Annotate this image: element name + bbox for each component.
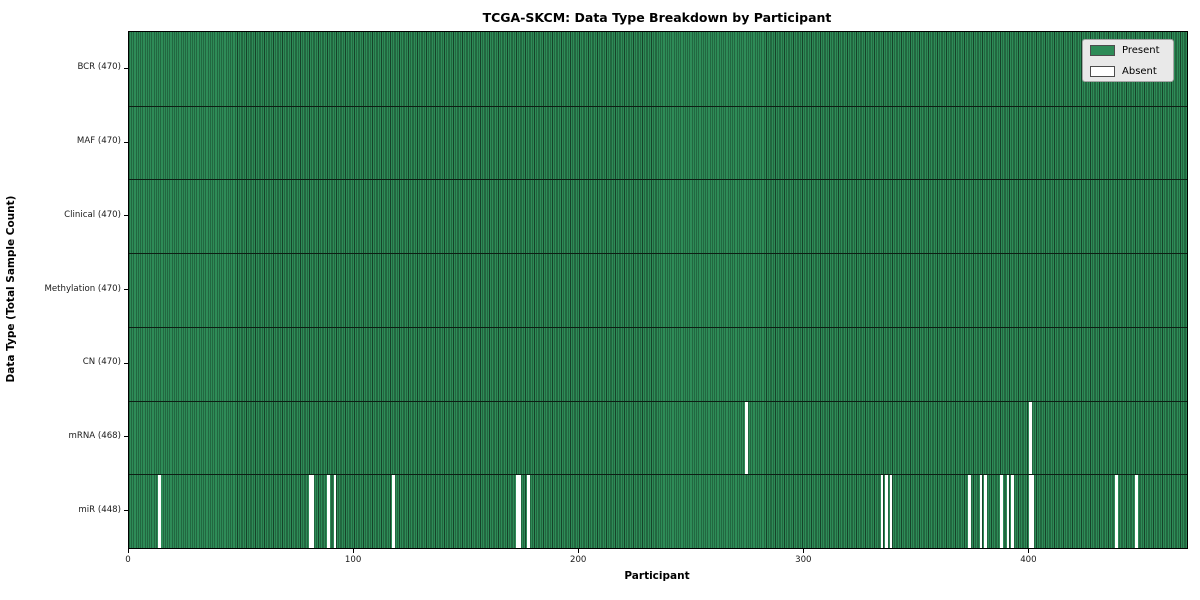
- absent-gap: [527, 475, 530, 548]
- y-tick-mark: [124, 67, 128, 69]
- x-tick-mark: [128, 549, 129, 553]
- present-swatch-icon: [1090, 45, 1115, 56]
- heatmap-row-maf: [129, 105, 1187, 180]
- absent-gap: [885, 475, 888, 548]
- absent-gap: [889, 475, 893, 548]
- absent-gap: [745, 401, 749, 475]
- x-tick-mark: [803, 549, 805, 553]
- absent-swatch-icon: [1090, 66, 1115, 77]
- y-tick-mark: [124, 436, 128, 438]
- absent-gap: [392, 475, 395, 548]
- x-tick-label: 400: [1020, 555, 1037, 565]
- y-tick-mark: [124, 215, 128, 217]
- absent-gap: [979, 475, 983, 548]
- x-tick-label: 0: [125, 555, 131, 565]
- legend-label-absent: Absent: [1122, 66, 1157, 77]
- legend: Present Absent: [1082, 39, 1174, 82]
- absent-gap: [1114, 475, 1118, 548]
- x-tick-mark: [578, 549, 580, 553]
- absent-gap: [518, 475, 521, 548]
- heatmap-row-cn: [129, 326, 1187, 401]
- chart-title: TCGA-SKCM: Data Type Breakdown by Partic…: [482, 10, 832, 25]
- x-tick-mark: [1028, 549, 1030, 553]
- x-tick-label: 300: [795, 555, 812, 565]
- absent-gap: [333, 475, 337, 548]
- legend-label-present: Present: [1122, 45, 1160, 56]
- y-axis-label: Data Type (Total Sample Count): [5, 195, 17, 383]
- y-tick-label-bcr: BCR (470): [77, 62, 121, 73]
- heatmap-row-clinical: [129, 179, 1187, 254]
- y-tick-label-cn: CN (470): [82, 357, 121, 368]
- heatmap-row-mrna: [129, 400, 1187, 475]
- legend-entry-absent: Absent: [1090, 66, 1166, 77]
- absent-gap: [1134, 475, 1138, 548]
- x-tick-label: 100: [344, 555, 362, 565]
- absent-gap: [326, 475, 330, 548]
- plot-area: [128, 31, 1188, 549]
- heatmap-row-methylation: [129, 253, 1187, 327]
- absent-gap: [968, 475, 972, 548]
- heatmap-row-bcr: [129, 32, 1187, 106]
- y-tick-mark: [124, 141, 128, 143]
- y-tick-mark: [124, 289, 128, 290]
- y-tick-label-mir: miR (448): [78, 504, 121, 515]
- absent-gap: [1029, 401, 1032, 475]
- x-tick-mark: [353, 549, 355, 553]
- absent-gap: [1031, 475, 1035, 548]
- absent-gap: [999, 475, 1003, 548]
- absent-gap: [157, 475, 161, 548]
- y-tick-label-mrna: mRNA (468): [68, 430, 122, 441]
- absent-gap: [515, 475, 519, 548]
- y-tick-label-clinical: Clinical (470): [64, 209, 121, 220]
- y-tick-label-methylation: Methylation (470): [44, 283, 121, 294]
- absent-gap: [1011, 475, 1014, 548]
- x-tick-label: 200: [570, 555, 587, 565]
- y-tick-mark: [124, 510, 128, 512]
- absent-gap: [308, 475, 312, 548]
- absent-gap: [984, 475, 987, 548]
- x-axis-label: Participant: [624, 570, 690, 582]
- y-tick-mark: [124, 362, 128, 364]
- absent-gap: [311, 475, 314, 548]
- absent-gap: [880, 475, 884, 548]
- absent-gap: [1029, 475, 1032, 548]
- heatmap-row-mir: [129, 474, 1187, 548]
- absent-gap: [1006, 475, 1010, 548]
- legend-entry-present: Present: [1090, 45, 1166, 56]
- y-tick-label-maf: MAF (470): [76, 136, 121, 147]
